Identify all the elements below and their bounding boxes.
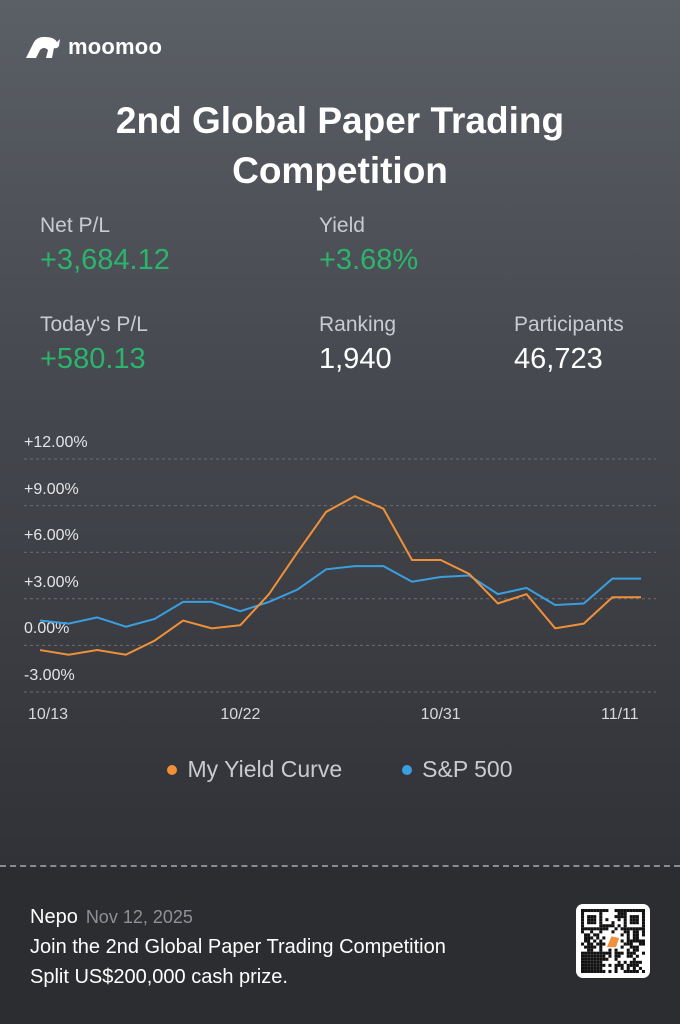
today-pl-value: +580.13: [40, 343, 146, 375]
chart-legend: My Yield Curve S&P 500: [0, 756, 680, 783]
footer-text: Nepo Nov 12, 2025 Join the 2nd Global Pap…: [30, 902, 446, 992]
yield-label: Yield: [319, 214, 365, 237]
x-tick-label: 10/13: [28, 706, 69, 723]
y-tick-label: 0.00%: [24, 620, 70, 638]
legend-label: My Yield Curve: [187, 756, 343, 782]
net-pl-stat: Net P/L +3,684.12: [40, 214, 170, 277]
x-tick-label: 11/11: [601, 706, 639, 723]
ranking-stat: Ranking 1,940: [319, 313, 396, 376]
series-line-s-p-500: [39, 565, 641, 628]
qr-code: [576, 904, 650, 978]
bull-logo-icon: [26, 36, 60, 58]
x-tick-label: 10/31: [420, 706, 461, 723]
today-pl-label: Today's P/L: [40, 313, 148, 336]
promo-line-2: Split US$200,000 cash prize.: [30, 966, 288, 988]
qr-code-icon: [581, 909, 645, 973]
legend-sp500: S&P 500: [402, 756, 513, 783]
participants-value: 46,723: [514, 343, 603, 375]
participants-stat: Participants 46,723: [514, 313, 624, 376]
dashed-divider: [0, 865, 680, 867]
series-line-my-yield-curve: [39, 495, 641, 656]
legend-dot-blue: [402, 764, 413, 775]
username: Nepo: [30, 906, 78, 928]
y-tick-label: +9.00%: [24, 480, 79, 498]
share-date: Nov 12, 2025: [85, 907, 193, 927]
yield-value: +3.68%: [319, 244, 419, 276]
legend-label: S&P 500: [422, 756, 513, 782]
participants-label: Participants: [514, 313, 624, 336]
yield-stat: Yield +3.68%: [319, 214, 418, 277]
share-card: [0, 0, 680, 866]
legend-my-yield: My Yield Curve: [167, 756, 342, 783]
y-tick-label: +12.00%: [24, 434, 88, 451]
moomoo-logo: moomoo: [24, 34, 162, 60]
ranking-label: Ranking: [319, 313, 397, 336]
legend-dot-orange: [167, 764, 178, 775]
today-pl-stat: Today's P/L +580.13: [40, 313, 148, 376]
y-tick-label: -3.00%: [24, 667, 75, 684]
promo-line-1: Join the 2nd Global Paper Trading Compet…: [30, 936, 446, 958]
net-pl-value: +3,684.12: [40, 244, 170, 276]
net-pl-label: Net P/L: [40, 214, 111, 237]
brand-name: moomoo: [68, 34, 163, 59]
y-tick-label: +6.00%: [24, 527, 79, 545]
ranking-value: 1,940: [319, 343, 392, 375]
page-title: 2nd Global Paper Trading Competition: [115, 100, 565, 191]
y-tick-label: +3.00%: [24, 573, 79, 591]
x-tick-label: 10/22: [220, 706, 261, 723]
